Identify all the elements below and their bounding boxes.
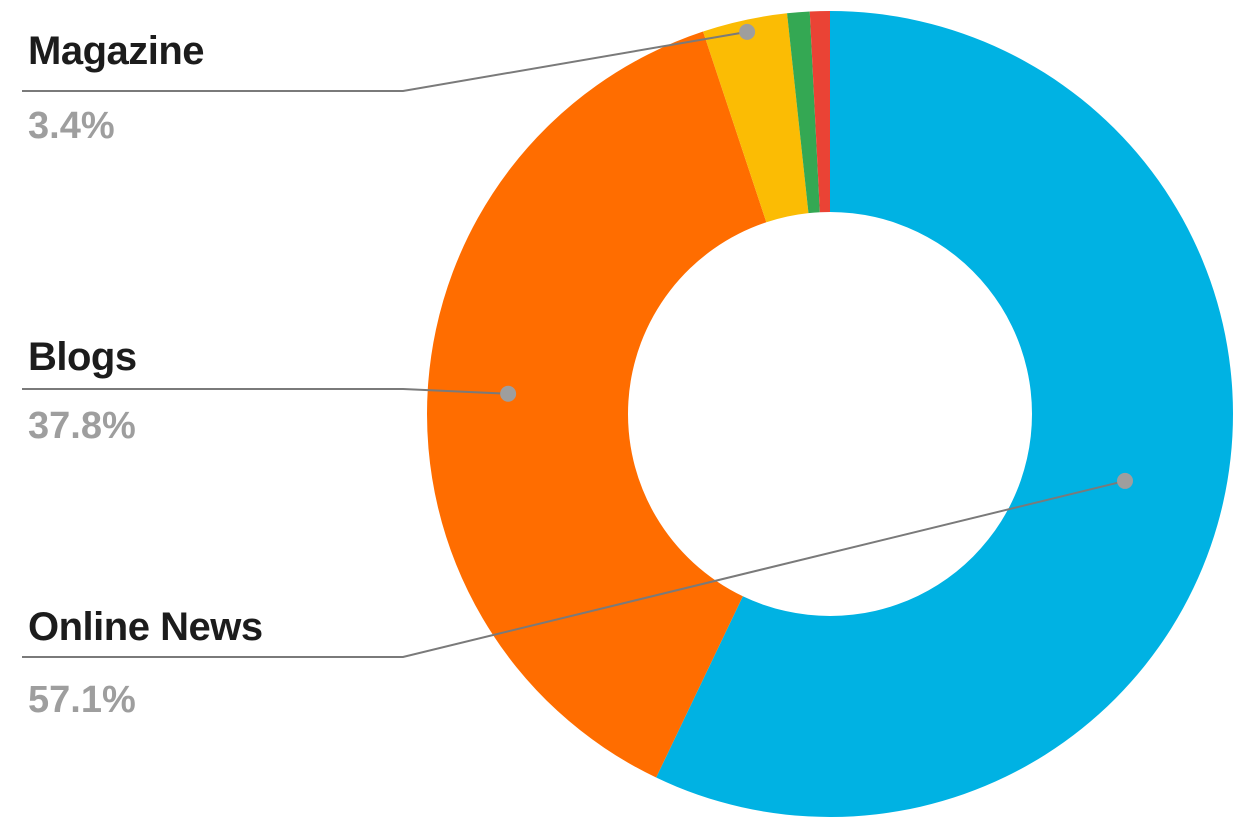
leader-line-magazine [22,30,748,92]
leader-dot-blogs [500,385,517,402]
slice-unlabeled-3 [787,11,820,214]
slice-value-online-news: 57.1% [28,679,136,721]
leader-line-blogs [22,388,509,395]
slice-unlabeled-4 [809,11,830,213]
slice-label-online-news: Online News [28,605,263,649]
slice-label-magazine: Magazine [28,29,204,73]
slice-online-news [656,11,1233,817]
leader-line-online-news [22,479,1126,658]
leader-dot-online-news [1117,472,1134,489]
slice-labels: Online News 57.1% Blogs 37.8% Magazine 3.4% [22,23,1134,721]
slice-magazine [703,13,809,223]
slice-blogs [426,31,767,778]
leader-dot-magazine [739,23,756,40]
slice-value-blogs: 37.8% [28,405,136,447]
slice-value-magazine: 3.4% [28,105,115,147]
donut-slices [426,11,1233,817]
slice-label-blogs: Blogs [28,335,137,379]
